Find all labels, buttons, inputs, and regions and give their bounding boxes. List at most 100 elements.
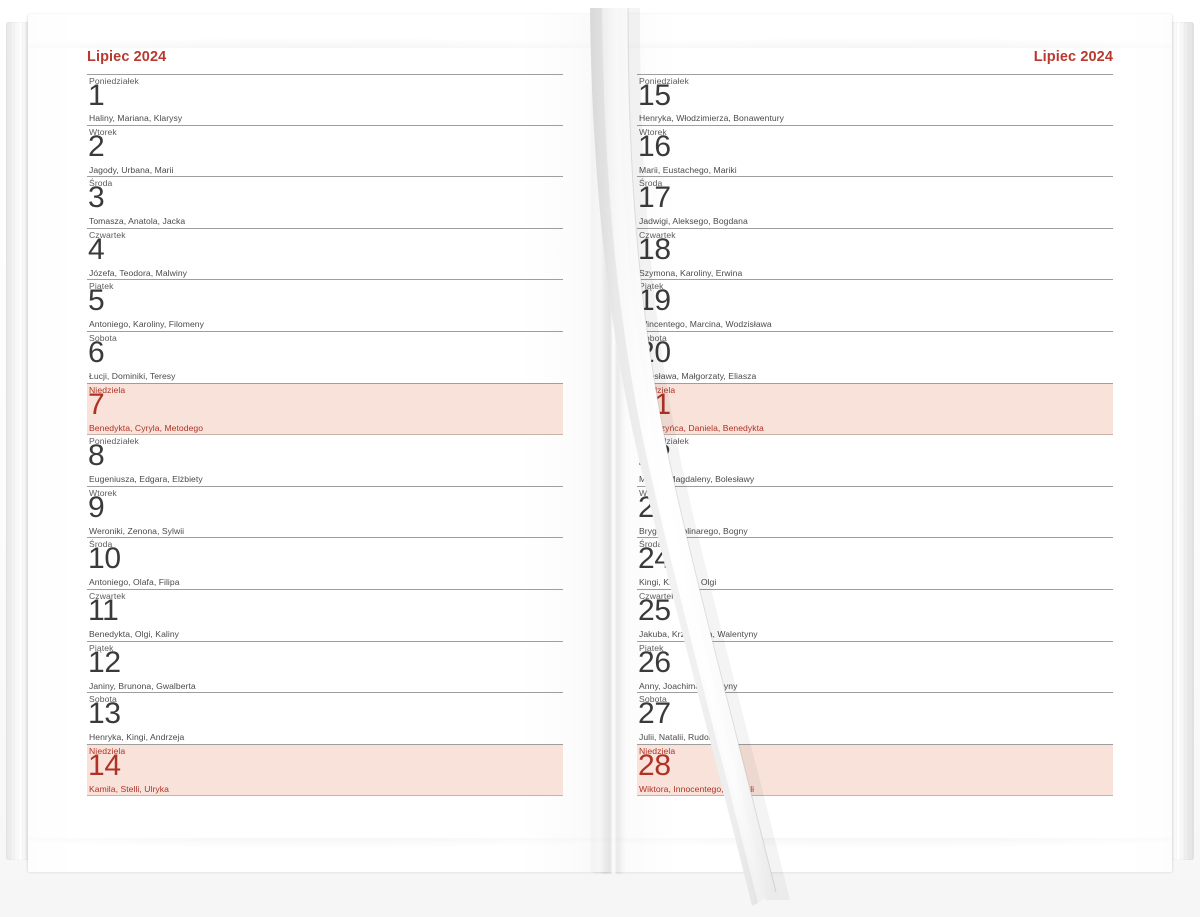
nameday-names: Anny, Joachima, Grażyny bbox=[639, 680, 738, 691]
nameday-names: Antoniego, Karoliny, Filomeny bbox=[89, 319, 204, 330]
day-number: 28 bbox=[638, 748, 671, 782]
day-row[interactable]: Środa 10 Antoniego, Olafa, Filipa bbox=[87, 538, 563, 590]
nameday-names: Szymona, Karoliny, Erwina bbox=[639, 267, 743, 278]
day-number: 19 bbox=[638, 284, 671, 318]
day-row[interactable]: Środa 24 Kingi, Krystyny, Olgi bbox=[637, 538, 1113, 590]
nameday-names: Tomasza, Anatola, Jacka bbox=[89, 216, 186, 227]
day-number: 9 bbox=[88, 490, 105, 524]
day-row[interactable]: Wtorek 23 Brygidy, Apolinarego, Bogny bbox=[637, 487, 1113, 539]
weekday-label: Czwartek bbox=[89, 590, 126, 601]
day-row[interactable]: Piątek 12 Janiny, Brunona, Gwalberta bbox=[87, 642, 563, 694]
day-list-left: Poniedziałek 1 Haliny, Mariana, Klarysy Wto… bbox=[87, 74, 563, 797]
weekday-label: Poniedziałek bbox=[89, 436, 139, 447]
nameday-names: Marii, Eustachego, Mariki bbox=[639, 164, 737, 175]
day-number: 26 bbox=[638, 645, 671, 679]
weekday-label: Czwartek bbox=[89, 229, 126, 240]
nameday-names: Brygidy, Apolinarego, Bogny bbox=[639, 525, 748, 536]
day-row[interactable]: Czwartek 18 Szymona, Karoliny, Erwina bbox=[637, 229, 1113, 281]
nameday-names: Benedykta, Cyryla, Metodego bbox=[89, 422, 204, 433]
nameday-names: Eugeniusza, Edgara, Elżbiety bbox=[89, 474, 203, 485]
open-book: Lipiec 2024 Poniedziałek 1 Haliny, Mariana… bbox=[6, 4, 1194, 884]
weekday-label: Niedziela bbox=[89, 384, 126, 395]
nameday-names: Wawrzyńca, Daniela, Benedykta bbox=[639, 422, 764, 433]
day-row[interactable]: Poniedziałek 1 Haliny, Mariana, Klarysy bbox=[87, 74, 563, 126]
nameday-names: Józefa, Teodora, Malwiny bbox=[89, 267, 188, 278]
nameday-names: Wiktora, Innocentego, Marceli bbox=[639, 783, 755, 794]
day-row[interactable]: Poniedziałek 15 Henryka, Włodzimierza, Bon… bbox=[637, 74, 1113, 126]
day-row[interactable]: Wtorek 16 Marii, Eustachego, Mariki bbox=[637, 126, 1113, 178]
day-number: 25 bbox=[638, 593, 671, 627]
day-number: 1 bbox=[88, 79, 105, 112]
weekday-label: Piątek bbox=[89, 642, 114, 653]
book-spine-gutter bbox=[600, 12, 626, 874]
day-number: 24 bbox=[638, 542, 671, 576]
nameday-names: Czesława, Małgorzaty, Eliasza bbox=[639, 371, 757, 382]
day-row[interactable]: Sobota 27 Julii, Natalii, Rudolfa bbox=[637, 693, 1113, 745]
weekday-label: Piątek bbox=[89, 281, 114, 292]
day-number: 12 bbox=[88, 645, 121, 679]
day-number: 3 bbox=[88, 181, 105, 215]
nameday-names: Janiny, Brunona, Gwalberta bbox=[89, 680, 196, 691]
weekday-label: Sobota bbox=[89, 332, 117, 343]
nameday-names: Antoniego, Olafa, Filipa bbox=[89, 577, 180, 588]
day-row[interactable]: Piątek 19 Wincentego, Marcina, Wodzisława bbox=[637, 280, 1113, 332]
day-number: 18 bbox=[638, 232, 671, 266]
day-row[interactable]: Wtorek 2 Jagody, Urbana, Marii bbox=[87, 126, 563, 178]
weekday-label: Wtorek bbox=[89, 487, 117, 498]
day-row[interactable]: Sobota 13 Henryka, Kingi, Andrzeja bbox=[87, 693, 563, 745]
day-row[interactable]: Poniedziałek 8 Eugeniusza, Edgara, Elżbiet… bbox=[87, 435, 563, 487]
day-number: 8 bbox=[88, 439, 105, 473]
weekday-label: Niedziela bbox=[89, 745, 126, 756]
left-leaf[interactable]: Lipiec 2024 Poniedziałek 1 Haliny, Mariana… bbox=[28, 14, 608, 872]
nameday-names: Haliny, Mariana, Klarysy bbox=[89, 113, 183, 124]
nameday-names: Łucji, Dominiki, Teresy bbox=[89, 371, 176, 382]
day-row[interactable]: Sobota 20 Czesława, Małgorzaty, Eliasza bbox=[637, 332, 1113, 384]
day-row[interactable]: Piątek 26 Anny, Joachima, Grażyny bbox=[637, 642, 1113, 694]
day-row[interactable]: Piątek 5 Antoniego, Karoliny, Filomeny bbox=[87, 280, 563, 332]
day-row[interactable]: Niedziela 21 Wawrzyńca, Daniela, Benedykta bbox=[637, 383, 1113, 436]
day-number: 27 bbox=[638, 697, 671, 731]
day-row[interactable]: Niedziela 28 Wiktora, Innocentego, Marceli bbox=[637, 744, 1113, 797]
day-list-right: Poniedziałek 15 Henryka, Włodzimierza, Bon… bbox=[637, 74, 1113, 797]
nameday-names: Kingi, Krystyny, Olgi bbox=[639, 577, 717, 588]
day-number: 23 bbox=[638, 490, 671, 524]
day-number: 7 bbox=[88, 387, 105, 421]
month-title-right: Lipiec 2024 bbox=[1033, 49, 1113, 65]
day-row[interactable]: Środa 17 Jadwigi, Aleksego, Bogdana bbox=[637, 177, 1113, 229]
nameday-names: Julii, Natalii, Rudolfa bbox=[639, 732, 719, 743]
day-row[interactable]: Niedziela 14 Kamila, Stelli, Ulryka bbox=[87, 744, 563, 797]
weekday-label: Środa bbox=[89, 539, 113, 550]
right-page: Lipiec 2024 Poniedziałek 15 Henryka, Włodz… bbox=[154, 14, 1194, 872]
weekday-label: Sobota bbox=[89, 694, 117, 705]
day-row[interactable]: Wtorek 9 Weroniki, Zenona, Sylwii bbox=[87, 487, 563, 539]
nameday-names: Henryka, Kingi, Andrzeja bbox=[89, 732, 185, 743]
left-page: Lipiec 2024 Poniedziałek 1 Haliny, Mariana… bbox=[6, 14, 1046, 872]
day-row[interactable]: Czwartek 11 Benedykta, Olgi, Kaliny bbox=[87, 590, 563, 642]
day-number: 22 bbox=[638, 439, 671, 473]
day-number: 13 bbox=[88, 697, 121, 731]
nameday-names: Jakuba, Krzysztofa, Walentyny bbox=[639, 629, 758, 640]
day-row[interactable]: Czwartek 4 Józefa, Teodora, Malwiny bbox=[87, 229, 563, 281]
nameday-names: Mileny, Magdaleny, Bolesławy bbox=[639, 474, 755, 485]
day-number: 11 bbox=[88, 593, 119, 627]
day-row[interactable]: Niedziela 7 Benedykta, Cyryla, Metodego bbox=[87, 383, 563, 436]
weekday-label: Środa bbox=[89, 178, 113, 189]
day-row[interactable]: Poniedziałek 22 Mileny, Magdaleny, Bolesła… bbox=[637, 435, 1113, 487]
weekday-label: Wtorek bbox=[89, 126, 117, 137]
day-row[interactable]: Czwartek 25 Jakuba, Krzysztofa, Walentyny bbox=[637, 590, 1113, 642]
nameday-names: Henryka, Włodzimierza, Bonawentury bbox=[639, 113, 784, 124]
day-row[interactable]: Sobota 6 Łucji, Dominiki, Teresy bbox=[87, 332, 563, 384]
nameday-names: Weroniki, Zenona, Sylwii bbox=[89, 525, 185, 536]
month-title-left: Lipiec 2024 bbox=[87, 49, 167, 65]
nameday-names: Jadwigi, Aleksego, Bogdana bbox=[639, 216, 748, 227]
day-number: 6 bbox=[88, 335, 105, 369]
day-number: 4 bbox=[88, 232, 105, 266]
day-number: 15 bbox=[638, 79, 671, 112]
day-number: 2 bbox=[88, 129, 105, 163]
nameday-names: Jagody, Urbana, Marii bbox=[89, 164, 174, 175]
day-row[interactable]: Środa 3 Tomasza, Anatola, Jacka bbox=[87, 177, 563, 229]
right-leaf[interactable]: Lipiec 2024 Poniedziałek 15 Henryka, Włodz… bbox=[592, 14, 1172, 872]
day-number: 16 bbox=[638, 129, 671, 163]
nameday-names: Wincentego, Marcina, Wodzisława bbox=[639, 319, 772, 330]
